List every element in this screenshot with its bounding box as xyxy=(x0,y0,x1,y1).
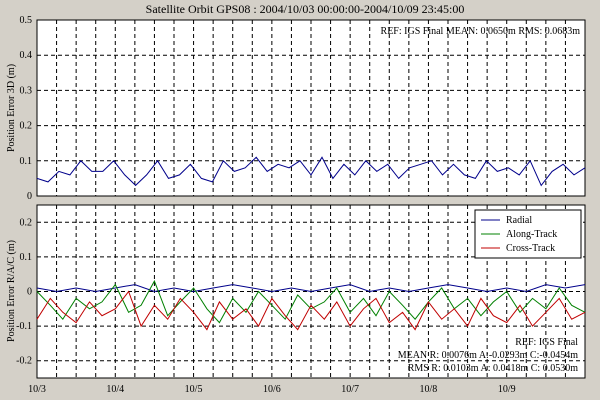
top-y-tick-label: 0.3 xyxy=(20,85,33,96)
top-y-tick-labels: 0 0.1 0.2 0.3 0.4 0.5 xyxy=(20,15,33,202)
legend-label: Along-Track xyxy=(506,229,557,240)
legend: Radial Along-Track Cross-Track xyxy=(474,209,582,259)
x-tick-label: 10/9 xyxy=(498,384,516,395)
x-tick-label: 10/4 xyxy=(106,384,124,395)
bottom-y-tick-label: -0.2 xyxy=(16,356,32,367)
top-series-line-0 xyxy=(36,156,586,187)
top-grid xyxy=(37,20,585,196)
top-y-tick-label: 0.1 xyxy=(20,156,33,167)
bottom-y-tick-labels: -0.2 -0.1 0 0.1 0.2 xyxy=(16,217,32,366)
x-tick-label: 10/7 xyxy=(341,384,359,395)
legend-label: Cross-Track xyxy=(506,243,555,254)
top-y-tick-label: 0.2 xyxy=(20,121,33,132)
bottom-series-line-radial xyxy=(36,284,586,293)
top-y-tick-label: 0.4 xyxy=(20,50,33,61)
x-tick-label: 10/3 xyxy=(28,384,46,395)
chart-title: Satellite Orbit GPS08 : 2004/10/03 00:00… xyxy=(146,2,465,16)
bottom-series-line-cross-track xyxy=(36,290,586,331)
bottom-annotation-ref: REF: IGS Final xyxy=(515,337,578,348)
bottom-y-axis-label: Position Error R/A/C (m) xyxy=(6,240,17,342)
top-annotation: REF: IGS Final MEAN: 0.0650m RMS: 0.0683… xyxy=(381,26,581,37)
legend-label: Radial xyxy=(506,215,532,226)
top-y-tick-label: 0.5 xyxy=(20,15,33,26)
bottom-y-tick-label: -0.1 xyxy=(16,321,32,332)
top-y-axis-label: Position Error 3D (m) xyxy=(6,64,17,152)
bottom-y-tick-label: 0.2 xyxy=(20,217,33,228)
x-tick-label: 10/5 xyxy=(185,384,203,395)
x-tick-label: 10/8 xyxy=(420,384,438,395)
top-series-layer xyxy=(36,156,586,187)
bottom-annotation-mean: MEAN R: 0.0076m A:-0.0293m C:-0.0454m xyxy=(398,350,579,361)
legend-items: Radial Along-Track Cross-Track xyxy=(481,215,557,254)
top-y-tick-label: 0 xyxy=(27,191,32,202)
bottom-series-layer xyxy=(36,279,586,331)
x-tick-label: 10/6 xyxy=(263,384,281,395)
bottom-y-tick-label: 0.1 xyxy=(20,252,33,263)
bottom-series-line-along-track xyxy=(36,279,586,324)
x-tick-labels: 10/3 10/4 10/5 10/6 10/7 10/8 10/9 xyxy=(28,384,515,395)
bottom-y-tick-label: 0 xyxy=(27,287,32,298)
bottom-annotation-rms: RMS R: 0.0103m A: 0.0418m C: 0.0530m xyxy=(408,363,579,374)
